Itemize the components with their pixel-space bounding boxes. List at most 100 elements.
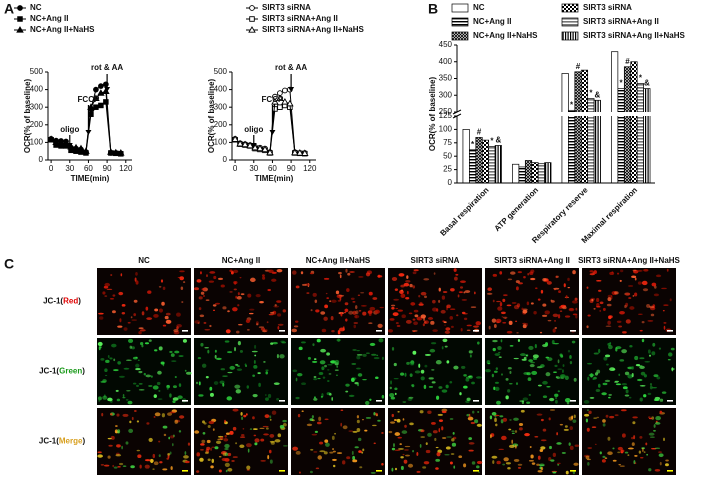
cell [652, 430, 656, 432]
cell [269, 433, 275, 438]
legend-label: SIRT3 siRNA [262, 3, 311, 12]
cell [404, 445, 411, 448]
cell [625, 319, 631, 324]
scale-bar [473, 470, 479, 472]
cell [515, 280, 520, 284]
cell [210, 465, 214, 469]
cell [215, 302, 221, 305]
cell [135, 280, 139, 285]
cell [262, 276, 266, 280]
cell [138, 330, 142, 335]
marker [98, 102, 104, 109]
cell [209, 386, 213, 391]
cell [394, 387, 398, 391]
cell [647, 319, 654, 322]
micrograph [582, 338, 676, 405]
cell [242, 428, 245, 430]
y-tick-label: 0 [223, 155, 228, 164]
cell [330, 360, 336, 364]
cell [319, 450, 326, 453]
cell [537, 455, 541, 460]
cell [107, 397, 113, 402]
cell [563, 428, 569, 431]
cell [112, 310, 116, 314]
cell [492, 273, 498, 277]
cell [271, 410, 277, 415]
micrograph [388, 408, 483, 475]
cell [207, 424, 211, 429]
cell [420, 376, 425, 381]
cell [211, 446, 215, 448]
cell [200, 291, 205, 295]
cell [641, 320, 645, 324]
cell [503, 457, 509, 462]
legend-marker [249, 5, 255, 11]
cell [572, 270, 576, 275]
cell [251, 350, 258, 353]
cell [138, 388, 145, 391]
cell [618, 325, 623, 328]
cell [113, 369, 119, 372]
y-tick-label: 500 [30, 67, 44, 76]
cell [355, 310, 359, 315]
cell [649, 305, 655, 309]
cell [455, 273, 459, 276]
cell [467, 375, 472, 378]
cell [398, 448, 404, 450]
micrograph [485, 268, 579, 335]
cell [257, 372, 261, 375]
cell [389, 392, 395, 398]
cell [372, 424, 377, 427]
cell [225, 329, 231, 334]
cell [522, 309, 528, 314]
cell [356, 428, 361, 433]
cell [135, 363, 140, 368]
marker [256, 144, 264, 152]
cell [227, 468, 233, 472]
cell [197, 321, 200, 324]
cell [203, 294, 205, 298]
micrograph-background [291, 338, 385, 405]
cell [632, 416, 638, 419]
marker [107, 148, 115, 155]
cell [97, 341, 103, 347]
cell [557, 368, 563, 370]
cell [125, 359, 132, 361]
cell [158, 390, 161, 392]
cell [443, 321, 447, 324]
arrow-head [66, 143, 73, 148]
cell [571, 340, 576, 344]
cell [291, 328, 298, 333]
cell [319, 360, 326, 365]
cell [530, 302, 534, 305]
cell [317, 377, 321, 380]
cell [422, 323, 425, 327]
x-tick-label: 0 [49, 164, 54, 173]
cell [632, 421, 636, 425]
cell [514, 430, 518, 433]
cell [509, 345, 514, 347]
cell [522, 322, 527, 325]
cell [419, 410, 424, 414]
x-tick-label: 0 [233, 164, 238, 173]
cell [316, 421, 322, 425]
cell [552, 313, 559, 318]
cell [246, 465, 251, 470]
cell [649, 436, 655, 438]
micrograph [97, 338, 192, 405]
cell [167, 452, 171, 456]
cell [260, 438, 265, 442]
cell [313, 451, 318, 453]
cell [507, 367, 512, 370]
cell [210, 447, 212, 451]
cell [99, 316, 104, 320]
cell [615, 383, 622, 386]
marker [98, 83, 104, 89]
cell [169, 451, 172, 455]
cell [504, 317, 507, 320]
cell [388, 430, 393, 434]
cell [215, 357, 222, 360]
cell [638, 450, 642, 454]
cell [397, 411, 400, 413]
cell [643, 394, 647, 398]
